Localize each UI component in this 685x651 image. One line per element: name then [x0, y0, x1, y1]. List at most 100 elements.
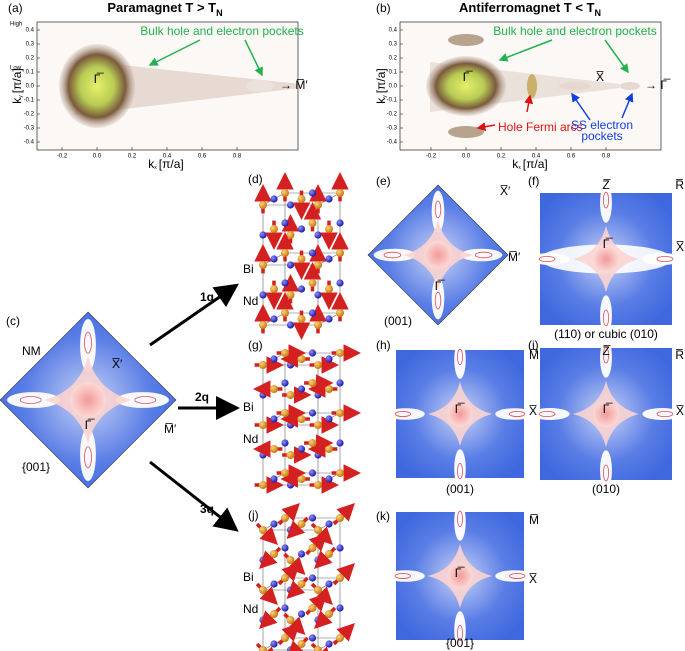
- bi-atom: [308, 469, 317, 477]
- axis-symbol: k: [148, 157, 155, 171]
- nd-atom: [314, 361, 322, 369]
- bi-atom: [270, 580, 278, 588]
- symmetry-point: → M̅′: [280, 78, 308, 92]
- bz-map: [367, 184, 509, 326]
- x-tick-label: 0.8: [602, 154, 611, 160]
- gamma-pocket: [59, 44, 135, 128]
- band-lobe-edge: [656, 255, 674, 263]
- nd-atom: [314, 321, 322, 329]
- nd-atom: [308, 379, 317, 387]
- moment-arrow: [255, 642, 278, 651]
- symmetry-point: X̅: [676, 404, 684, 418]
- nd-atom: [259, 481, 267, 489]
- annotation: SS electron: [571, 118, 633, 132]
- y-tick-label: -0.1: [24, 98, 35, 104]
- pointer-arrow: [244, 39, 263, 77]
- x-tick-label: 0.2: [497, 154, 506, 160]
- band-lobe-edge: [394, 573, 411, 579]
- panel-labels: (c) NM X̅′ Γ̅ M̅′ {001} (d) Bi Nd (e) X̅…: [6, 172, 684, 650]
- panel-label: (a): [8, 1, 23, 15]
- bi-atom: [270, 195, 278, 203]
- nd-atom: [297, 315, 306, 323]
- nd-atom: [281, 349, 289, 357]
- lattice: [254, 172, 349, 340]
- y-tick-label: 0.1: [26, 70, 35, 76]
- band-lobe: [642, 253, 682, 265]
- nd-atom: [259, 586, 267, 594]
- band-lobe-edge: [457, 463, 463, 480]
- x-tick-label: -0.2: [426, 154, 437, 160]
- bi-atom: [308, 309, 317, 317]
- surface-label: {001}: [446, 636, 474, 650]
- nd-atom: [314, 261, 322, 269]
- surface-label: (010): [592, 482, 620, 496]
- q-arrows: 1q 2q 3q: [149, 283, 240, 532]
- x-tick-label: 0.2: [128, 154, 137, 160]
- pointer-arrow: [498, 39, 553, 62]
- band-lobe: [600, 295, 612, 335]
- gamma-pocket: [424, 241, 452, 269]
- bi-atom: [336, 219, 344, 227]
- arrow-label: 2q: [195, 390, 209, 404]
- nd-atom: [297, 640, 306, 648]
- band-lobe: [454, 611, 466, 650]
- y-tick-label: 0.2: [389, 56, 398, 62]
- bi-atom: [281, 279, 289, 287]
- panel-label: (e): [376, 174, 391, 188]
- x-tick-label: 0.4: [532, 154, 541, 160]
- panel-title: Antiferromagnet T < TN: [459, 0, 601, 18]
- band-lobe-edge: [656, 410, 674, 418]
- x-tick-label: 0.4: [163, 154, 172, 160]
- axis-subscript: y: [18, 95, 24, 98]
- band-lobe-edge: [509, 411, 526, 417]
- lattice: [255, 503, 355, 651]
- bi-atom: [308, 349, 317, 357]
- y-tick-label: 0.4: [389, 28, 398, 34]
- nd-atom: [281, 189, 289, 197]
- nd-atom: [270, 610, 278, 618]
- nd-atom: [314, 586, 322, 594]
- band-lobe-edge: [602, 464, 610, 482]
- nd-atom: [270, 225, 278, 233]
- nd-atom: [286, 291, 295, 299]
- bi-atom: [336, 439, 344, 447]
- nd-atom: [336, 634, 344, 642]
- bi-atom: [286, 321, 295, 329]
- band-lobe: [80, 319, 96, 372]
- symmetry-point: Γ̅: [603, 237, 614, 251]
- symmetry-point: M̅′: [508, 250, 521, 264]
- nd-atom: [336, 409, 344, 417]
- nd-atom: [325, 550, 333, 558]
- bi-atom: [325, 580, 333, 588]
- x-tick-label: -0.2: [57, 154, 68, 160]
- band-lobe: [454, 449, 466, 488]
- nd-atom: [259, 201, 267, 209]
- bi-atom: [314, 291, 322, 299]
- annotation: pockets: [581, 129, 622, 143]
- band-lobe-edge: [383, 251, 402, 259]
- axis-symbol: k: [10, 97, 24, 104]
- bi-atom: [281, 379, 289, 387]
- nd-atom: [308, 604, 317, 612]
- band-lobe-edge: [602, 309, 610, 327]
- nd-atom: [314, 421, 322, 429]
- bi-atom: [297, 285, 306, 293]
- atom-label: Nd: [243, 432, 258, 446]
- panel-b: (b) Antiferromagnet T < TN Bulk hole and…: [374, 0, 671, 171]
- axis-symbol: k: [512, 157, 519, 171]
- bi-atom: [336, 604, 344, 612]
- y-tick-label: -0.3: [387, 126, 398, 132]
- ss-pocket: [559, 82, 591, 90]
- x-axis-label: kx [π/a]: [148, 157, 183, 171]
- bi-atom: [281, 604, 289, 612]
- annotation: Hole Fermi arcs: [498, 120, 583, 134]
- nd-atom: [297, 475, 306, 483]
- band-lobe-edge: [134, 396, 157, 404]
- atom-label: Bi: [243, 570, 254, 584]
- atom-label: Bi: [243, 262, 254, 276]
- bi-atom: [314, 231, 322, 239]
- y-tick-label: -0.4: [387, 140, 398, 146]
- panel-label: (j): [248, 508, 259, 522]
- surface-label: (001): [446, 482, 474, 496]
